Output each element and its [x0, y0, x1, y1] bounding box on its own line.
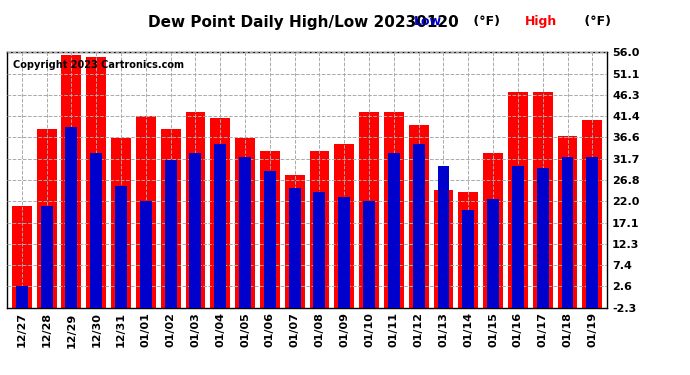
Bar: [186, 111, 206, 308]
Bar: [363, 201, 375, 308]
Text: (°F): (°F): [580, 15, 611, 28]
Bar: [388, 153, 400, 308]
Bar: [335, 144, 354, 308]
Bar: [215, 144, 226, 308]
Bar: [86, 57, 106, 308]
Bar: [508, 92, 528, 308]
Bar: [61, 55, 81, 308]
Bar: [408, 124, 428, 308]
Bar: [533, 92, 553, 308]
Bar: [433, 190, 453, 308]
Bar: [458, 192, 478, 308]
Bar: [462, 210, 474, 308]
Bar: [37, 129, 57, 308]
Text: High: High: [524, 15, 557, 28]
Bar: [384, 111, 404, 308]
Bar: [288, 188, 301, 308]
Bar: [90, 153, 102, 308]
Bar: [41, 206, 52, 308]
Bar: [12, 206, 32, 308]
Bar: [111, 138, 131, 308]
Bar: [512, 166, 524, 308]
Bar: [558, 136, 578, 308]
Bar: [582, 120, 602, 308]
Bar: [487, 199, 499, 308]
Bar: [136, 116, 156, 308]
Bar: [260, 151, 279, 308]
Bar: [16, 286, 28, 308]
Bar: [239, 158, 251, 308]
Text: Dew Point Daily High/Low 20230120: Dew Point Daily High/Low 20230120: [148, 15, 459, 30]
Bar: [338, 197, 351, 308]
Bar: [586, 158, 598, 308]
Bar: [313, 192, 326, 308]
Bar: [359, 111, 379, 308]
Bar: [66, 127, 77, 308]
Bar: [437, 166, 449, 308]
Bar: [165, 160, 177, 308]
Text: Copyright 2023 Cartronics.com: Copyright 2023 Cartronics.com: [13, 60, 184, 70]
Bar: [413, 144, 424, 308]
Bar: [285, 175, 304, 308]
Bar: [264, 171, 276, 308]
Bar: [483, 153, 503, 308]
Text: (°F): (°F): [469, 15, 500, 28]
Bar: [537, 168, 549, 308]
Bar: [210, 118, 230, 308]
Bar: [562, 158, 573, 308]
Bar: [235, 138, 255, 308]
Bar: [190, 153, 201, 308]
Text: Low: Low: [414, 15, 442, 28]
Bar: [140, 201, 152, 308]
Bar: [115, 186, 127, 308]
Bar: [161, 129, 181, 308]
Bar: [310, 151, 329, 308]
